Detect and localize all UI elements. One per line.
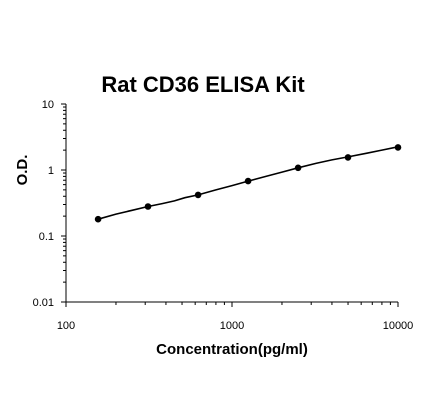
x-ticks: 100 1000 10000 bbox=[57, 302, 413, 332]
y-tick-label: 0.1 bbox=[39, 231, 54, 243]
data-markers bbox=[94, 144, 402, 223]
axes bbox=[65, 104, 398, 303]
y-ticks: 0.01 0.1 1 10 bbox=[33, 99, 66, 309]
data-point bbox=[294, 164, 302, 172]
data-point bbox=[344, 154, 352, 161]
y-tick-label: 0.01 bbox=[33, 297, 54, 309]
data-point bbox=[144, 203, 152, 210]
x-tick-label: 100 bbox=[57, 320, 75, 332]
y-tick-label: 10 bbox=[42, 99, 54, 111]
chart-title: Rat CD36 ELISA Kit bbox=[101, 72, 305, 97]
x-axis-label: Concentration(pg/ml) bbox=[156, 341, 308, 358]
y-axis-label: O.D. bbox=[14, 155, 31, 186]
data-point bbox=[194, 191, 202, 199]
y-tick-label: 1 bbox=[48, 165, 54, 177]
data-point bbox=[244, 177, 252, 185]
x-tick-label: 1000 bbox=[220, 320, 244, 332]
data-point bbox=[394, 144, 402, 151]
data-point bbox=[94, 215, 102, 223]
x-tick-label: 10000 bbox=[383, 320, 414, 332]
